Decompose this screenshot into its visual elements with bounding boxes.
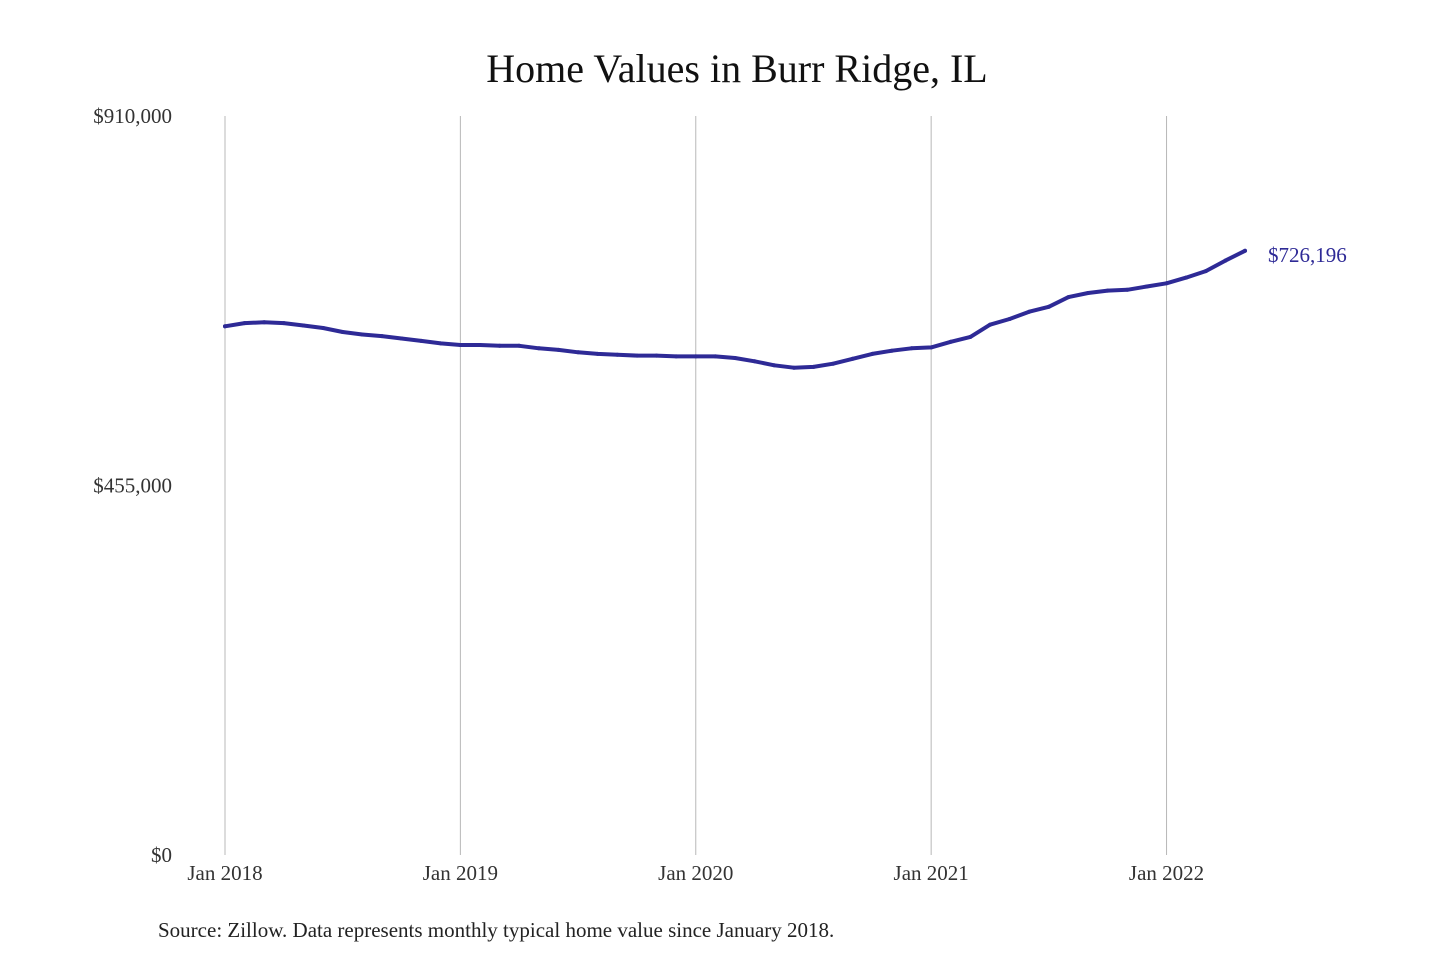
data-point [713, 354, 718, 359]
data-point [889, 348, 894, 353]
data-point [733, 356, 737, 360]
y-axis-ticks: $910,000 $455,000 $0 [93, 104, 172, 867]
data-point [1203, 269, 1208, 274]
data-point [988, 322, 992, 327]
data-point [576, 350, 581, 355]
x-tick-label: Jan 2018 [187, 861, 262, 885]
data-point [399, 336, 404, 341]
data-point [1105, 288, 1110, 293]
data-point [478, 343, 482, 347]
end-value-label: $726,196 [1268, 243, 1347, 267]
y-tick-label: $0 [151, 843, 172, 867]
y-tick-label: $455,000 [93, 474, 172, 498]
data-point [223, 324, 227, 329]
data-point [262, 320, 267, 325]
data-point [909, 346, 914, 351]
data-point [752, 359, 757, 364]
data-point [242, 321, 247, 326]
data-point [929, 345, 934, 350]
data-point [1184, 275, 1189, 280]
data-point [850, 356, 855, 361]
x-tick-label: Jan 2022 [1129, 861, 1204, 885]
data-point [615, 352, 620, 357]
x-axis-ticks: Jan 2018 Jan 2019 Jan 2020 Jan 2021 Jan 2022 [187, 861, 1204, 885]
source-note: Source: Zillow. Data represents monthly … [158, 918, 834, 942]
data-point [968, 334, 973, 339]
data-point [379, 334, 384, 339]
data-point [360, 332, 365, 337]
data-point [321, 326, 326, 330]
series-group [223, 248, 1247, 370]
data-point [693, 354, 698, 359]
data-point [1066, 295, 1071, 300]
data-point [948, 339, 953, 344]
data-point [595, 351, 600, 356]
data-point [831, 361, 836, 366]
data-point [536, 346, 541, 351]
data-point [1243, 248, 1247, 253]
data-point [811, 364, 816, 369]
data-point [772, 363, 777, 368]
data-point [1027, 309, 1032, 314]
data-point [281, 321, 286, 326]
data-point [870, 351, 875, 356]
data-point [1046, 304, 1051, 309]
data-point [791, 365, 796, 370]
data-point [674, 354, 679, 359]
data-point [1144, 284, 1149, 289]
data-point [1086, 291, 1091, 295]
data-point [556, 347, 561, 352]
x-tick-label: Jan 2020 [658, 861, 733, 885]
data-point [1223, 258, 1228, 263]
x-tick-label: Jan 2019 [423, 861, 498, 885]
x-tick-label: Jan 2021 [894, 861, 969, 885]
data-point [517, 343, 522, 348]
series-line [223, 248, 1247, 370]
data-point [654, 353, 659, 358]
data-point [634, 353, 639, 358]
chart-title: Home Values in Burr Ridge, IL [486, 46, 987, 91]
data-point [301, 323, 306, 328]
y-tick-label: $910,000 [93, 104, 172, 128]
data-point [1007, 317, 1012, 321]
data-point [340, 330, 345, 334]
data-point [419, 338, 424, 343]
data-point [458, 343, 463, 347]
data-point [1125, 287, 1130, 292]
data-point [1164, 281, 1169, 286]
gridlines [224, 116, 1168, 855]
data-point [497, 343, 502, 348]
data-point [438, 341, 443, 346]
